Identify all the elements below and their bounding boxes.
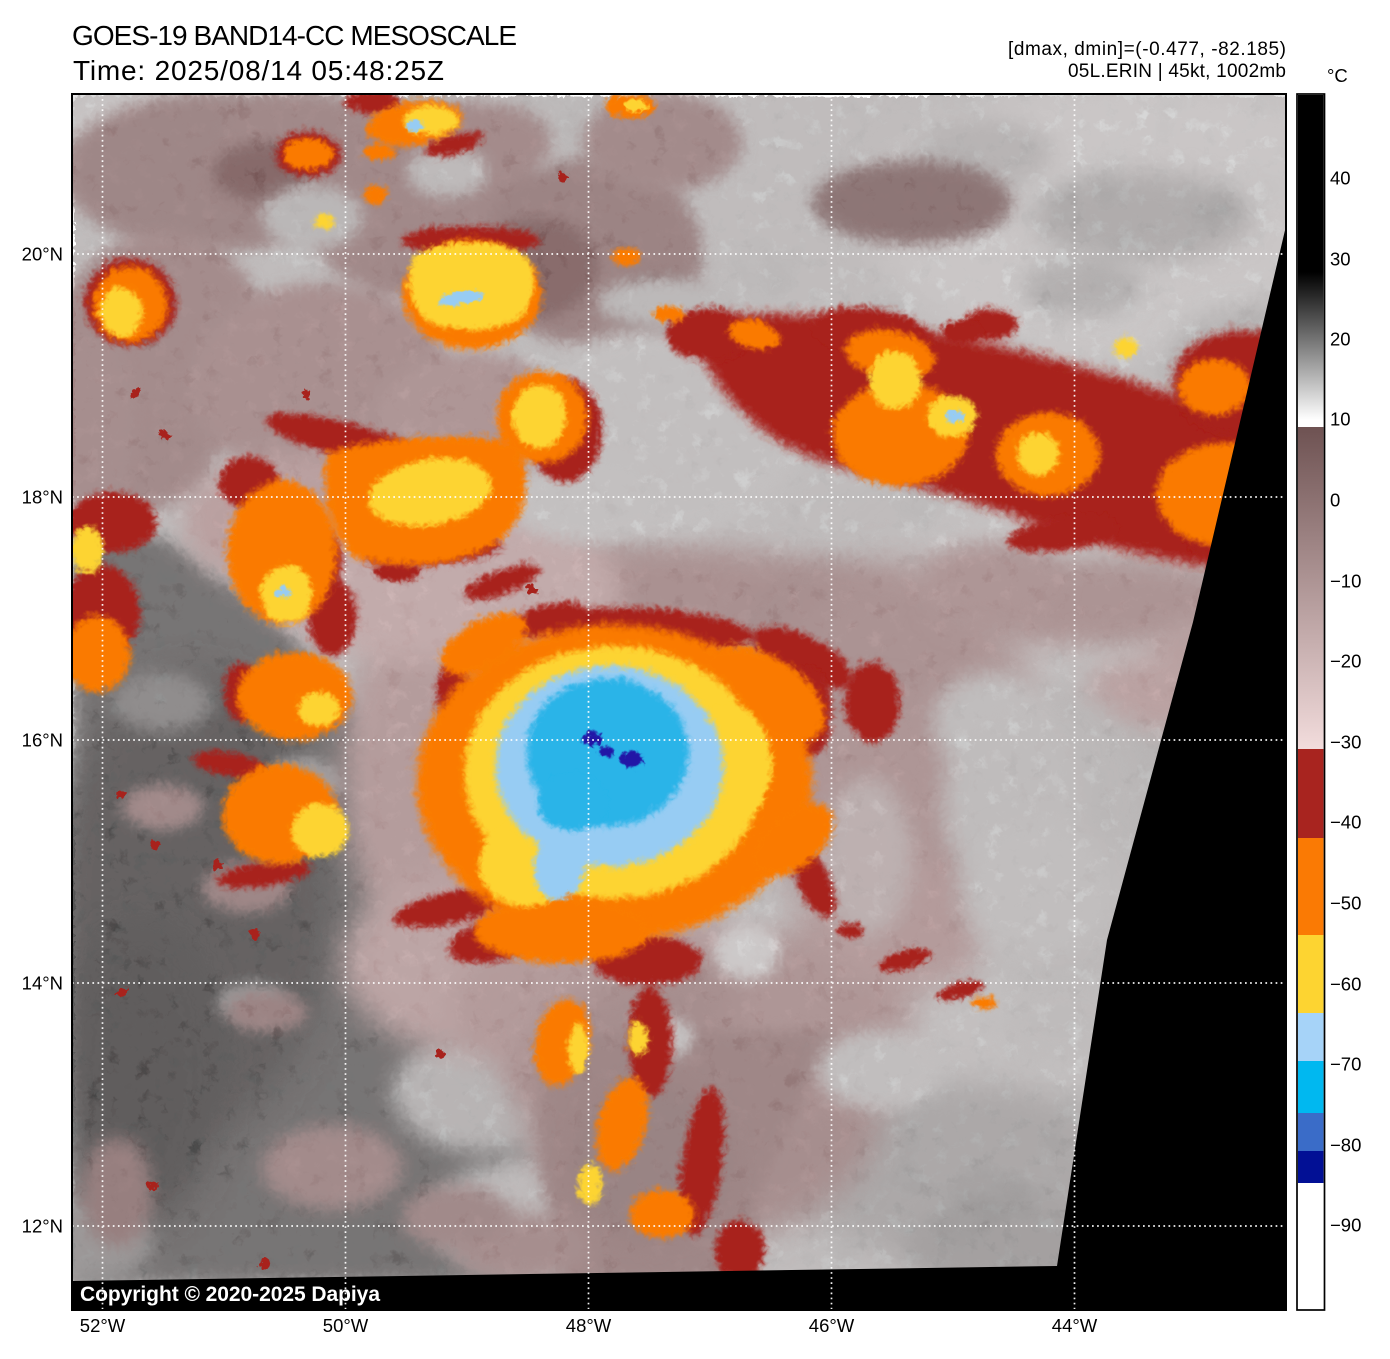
svg-text:−90: −90	[1330, 1215, 1361, 1236]
svg-text:Time: 2025/08/14 05:48:25Z: Time: 2025/08/14 05:48:25Z	[73, 55, 444, 86]
svg-text:52°W: 52°W	[80, 1315, 126, 1336]
svg-text:12°N: 12°N	[22, 1216, 63, 1237]
svg-text:05L.ERIN | 45kt, 1002mb: 05L.ERIN | 45kt, 1002mb	[1068, 61, 1286, 82]
svg-text:0: 0	[1330, 490, 1340, 511]
svg-text:GOES-19 BAND14-CC MESOSCALE: GOES-19 BAND14-CC MESOSCALE	[72, 20, 517, 51]
svg-text:−30: −30	[1330, 732, 1361, 753]
svg-text:44°W: 44°W	[1052, 1315, 1098, 1336]
svg-text:10: 10	[1330, 409, 1351, 430]
svg-text:50°W: 50°W	[323, 1315, 369, 1336]
svg-text:−20: −20	[1330, 651, 1361, 672]
svg-text:−40: −40	[1330, 812, 1361, 833]
svg-text:−50: −50	[1330, 893, 1361, 914]
svg-text:−10: −10	[1330, 571, 1361, 592]
svg-text:°C: °C	[1327, 65, 1348, 86]
svg-text:40: 40	[1330, 168, 1351, 189]
svg-text:Copyright © 2020-2025 Dapiya: Copyright © 2020-2025 Dapiya	[80, 1283, 380, 1306]
svg-text:30: 30	[1330, 249, 1351, 270]
svg-text:48°W: 48°W	[566, 1315, 612, 1336]
svg-text:20: 20	[1330, 329, 1351, 350]
svg-text:[dmax, dmin]=(-0.477, -82.185): [dmax, dmin]=(-0.477, -82.185)	[1008, 39, 1286, 60]
svg-text:−70: −70	[1330, 1054, 1361, 1075]
svg-text:−80: −80	[1330, 1135, 1361, 1156]
svg-text:18°N: 18°N	[22, 487, 63, 508]
svg-text:14°N: 14°N	[22, 973, 63, 994]
svg-text:20°N: 20°N	[22, 244, 63, 265]
svg-text:16°N: 16°N	[22, 730, 63, 751]
svg-text:46°W: 46°W	[809, 1315, 855, 1336]
svg-text:−60: −60	[1330, 974, 1361, 995]
